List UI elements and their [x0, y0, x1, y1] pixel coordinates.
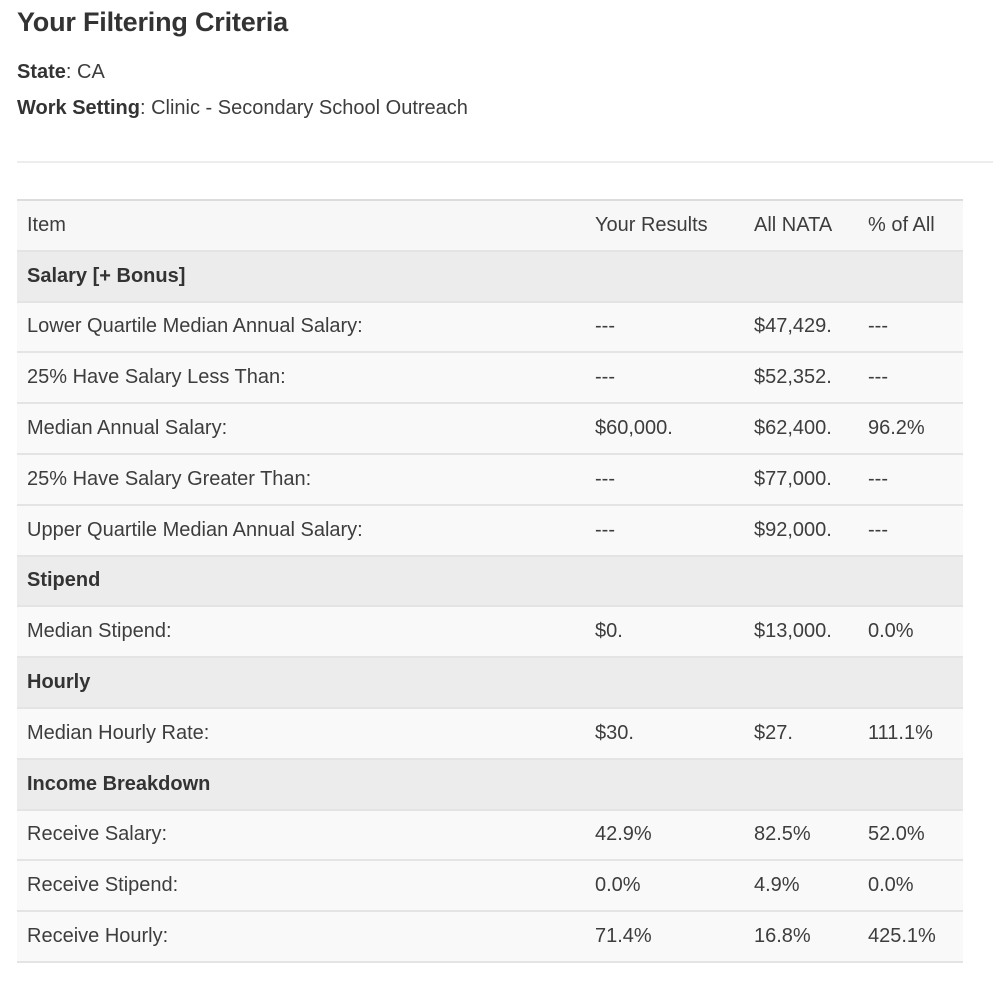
cell-all-nata: 16.8% — [754, 925, 811, 948]
cell-pct-of-all: --- — [868, 315, 888, 338]
cell-your-results: 0.0% — [595, 874, 641, 897]
table-row: Upper Quartile Median Annual Salary: ---… — [17, 505, 963, 557]
cell-your-results: --- — [595, 467, 615, 490]
cell-your-results: $30. — [595, 721, 634, 744]
cell-pct-of-all: --- — [868, 366, 888, 389]
cell-your-results: 42.9% — [595, 823, 652, 846]
row-label: 25% Have Salary Greater Than: — [27, 467, 312, 490]
table-row: Median Stipend: $0. $13,000. 0.0% — [17, 607, 963, 659]
results-table: Item Your Results All NATA % of All Sala… — [17, 199, 963, 963]
cell-pct-of-all: 0.0% — [868, 620, 914, 643]
section-label: Salary [+ Bonus] — [27, 264, 186, 287]
row-label: Receive Hourly: — [27, 925, 169, 948]
section-row-hourly: Hourly — [17, 658, 963, 709]
criteria-value: CA — [77, 61, 105, 83]
section-row-salary-bonus: Salary [+ Bonus] — [17, 251, 963, 303]
criteria-separator: : — [139, 96, 152, 119]
cell-your-results: $60,000. — [595, 417, 673, 440]
cell-all-nata: $62,400. — [754, 417, 832, 440]
cell-your-results: $0. — [595, 620, 623, 643]
row-label: Median Annual Salary: — [27, 417, 228, 440]
table-row: Receive Hourly: 71.4% 16.8% 425.1% — [17, 912, 963, 963]
table-row: Receive Salary: 42.9% 82.5% 52.0% — [17, 810, 963, 862]
column-header-all-nata: All NATA — [754, 213, 833, 236]
cell-your-results: --- — [595, 518, 615, 541]
section-label: Hourly — [27, 671, 91, 694]
section-row-stipend: Stipend — [17, 556, 963, 608]
cell-pct-of-all: 52.0% — [868, 823, 925, 846]
row-label: Upper Quartile Median Annual Salary: — [27, 518, 363, 541]
column-header-your-results: Your Results — [595, 213, 708, 236]
cell-pct-of-all: --- — [868, 467, 888, 490]
row-label: Median Stipend: — [27, 620, 172, 643]
cell-pct-of-all: 0.0% — [868, 874, 914, 897]
cell-all-nata: $92,000. — [754, 518, 832, 541]
cell-your-results: --- — [595, 315, 615, 338]
cell-all-nata: $52,352. — [754, 366, 832, 389]
table-row: Lower Quartile Median Annual Salary: ---… — [17, 302, 963, 354]
row-label: Receive Salary: — [27, 823, 168, 846]
criteria-value: Clinic - Secondary School Outreach — [151, 96, 468, 119]
cell-pct-of-all: 96.2% — [868, 417, 925, 440]
criteria-line-state: State: CA — [17, 55, 983, 91]
table-row: 25% Have Salary Greater Than: --- $77,00… — [17, 454, 963, 506]
section-row-income-breakdown: Income Breakdown — [17, 759, 963, 811]
filter-criteria: State: CA Work Setting: Clinic - Seconda… — [17, 55, 983, 126]
cell-pct-of-all: 425.1% — [868, 925, 936, 948]
criteria-separator: : — [65, 61, 78, 83]
column-header-item: Item — [27, 213, 66, 236]
cell-all-nata: $13,000. — [754, 620, 832, 643]
cell-pct-of-all: --- — [868, 518, 888, 541]
table-row: Median Hourly Rate: $30. $27. 111.1% — [17, 708, 963, 760]
cell-your-results: --- — [595, 366, 615, 389]
cell-all-nata: $47,429. — [754, 315, 832, 338]
table-header-row: Item Your Results All NATA % of All — [17, 201, 963, 252]
cell-all-nata: $77,000. — [754, 467, 832, 490]
page-title: Your Filtering Criteria — [17, 7, 288, 37]
row-label: Receive Stipend: — [27, 874, 179, 897]
row-label: 25% Have Salary Less Than: — [27, 366, 286, 389]
cell-all-nata: $27. — [754, 721, 793, 744]
table-row: Median Annual Salary: $60,000. $62,400. … — [17, 404, 963, 455]
section-label: Stipend — [27, 569, 101, 592]
column-header-pct-of-all: % of All — [868, 213, 935, 236]
criteria-label: Work Setting — [17, 96, 140, 119]
cell-pct-of-all: 111.1% — [868, 721, 933, 744]
table-row: 25% Have Salary Less Than: --- $52,352. … — [17, 353, 963, 405]
cell-your-results: 71.4% — [595, 925, 652, 948]
criteria-label: State — [17, 61, 66, 83]
row-label: Lower Quartile Median Annual Salary: — [27, 315, 363, 338]
table-row: Receive Stipend: 0.0% 4.9% 0.0% — [17, 861, 963, 913]
section-label: Income Breakdown — [27, 772, 211, 795]
row-label: Median Hourly Rate: — [27, 721, 210, 744]
cell-all-nata: 4.9% — [754, 874, 800, 897]
cell-all-nata: 82.5% — [754, 823, 811, 846]
criteria-line-work-setting: Work Setting: Clinic - Secondary School … — [17, 91, 983, 127]
divider — [17, 161, 993, 163]
